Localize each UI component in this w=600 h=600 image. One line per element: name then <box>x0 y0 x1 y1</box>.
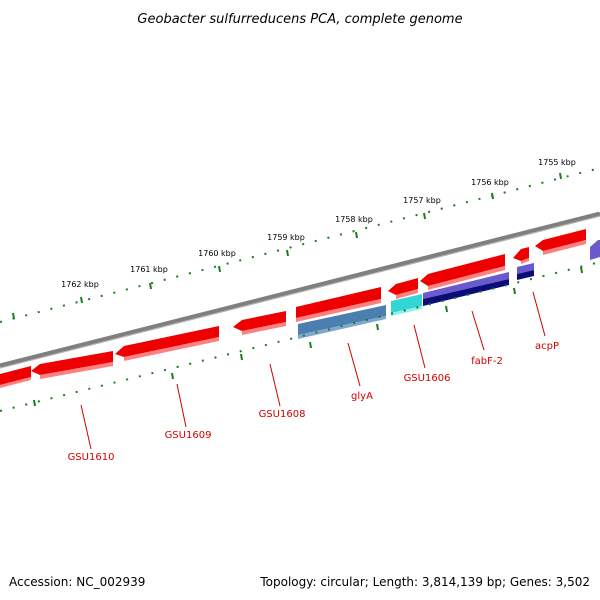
gene-arrow-gsu1608 <box>233 311 286 331</box>
gene-label-fabf2: fabF-2 <box>471 356 503 367</box>
gene-arrow-fabf2-top <box>420 254 505 286</box>
tick-1762b <box>80 296 83 304</box>
gene-labels: GSU1610 GSU1609 GSU1608 glyA GSU1606 fab… <box>68 341 559 463</box>
gene-arrow-small-red <box>513 247 529 261</box>
leader-glya <box>347 342 361 387</box>
gene-arrow-acpp <box>517 263 534 274</box>
gene-label-acpp: acpP <box>535 341 559 352</box>
gene-arrow-fabf2 <box>423 272 509 299</box>
gene-track <box>0 229 600 388</box>
kbp-label-1759: 1759 kbp <box>267 233 305 242</box>
gene-arrow-gsu1610 <box>31 351 113 375</box>
inner-tick-track <box>0 261 600 412</box>
gene-arrow-cyan <box>391 294 422 313</box>
kbp-label-1760: 1760 kbp <box>198 249 236 258</box>
inner-tick-1 <box>33 399 36 407</box>
accession-text: Accession: NC_002939 <box>9 575 145 589</box>
topology-text: Topology: circular; Length: 3,814,139 bp… <box>259 575 590 589</box>
gene-label-glya: glyA <box>351 391 373 402</box>
inner-tick-7 <box>513 287 516 295</box>
gene-label-gsu1608: GSU1608 <box>259 409 306 420</box>
tick-1758 <box>355 231 358 239</box>
kbp-label-1756: 1756 kbp <box>471 178 509 187</box>
inner-tick-6 <box>445 305 448 313</box>
kbp-label-1761: 1761 kbp <box>130 265 168 274</box>
gene-arrow-glya <box>298 305 386 335</box>
leader-gsu1606 <box>413 324 426 369</box>
gene-arrow-gsu1609 <box>115 326 219 357</box>
gene-arrow-a <box>296 287 381 318</box>
tick-1759 <box>286 249 289 257</box>
gene-arrow-gsu1610-left <box>0 366 31 385</box>
kbp-label-1762: 1762 kbp <box>61 280 99 289</box>
tick-1757 <box>423 212 426 220</box>
inner-tick-8 <box>580 266 583 274</box>
leader-gsu1609 <box>176 383 187 428</box>
leader-gsu1610 <box>80 404 92 450</box>
genome-backbone <box>0 211 600 369</box>
kbp-label-1757: 1757 kbp <box>403 196 441 205</box>
gene-label-gsu1606: GSU1606 <box>404 373 451 384</box>
gene-label-gsu1610: GSU1610 <box>68 452 115 463</box>
tick-1755 <box>559 172 562 180</box>
gene-arrow-gsu1606 <box>388 278 418 295</box>
gene-arrow-right-purple <box>590 240 600 260</box>
gene-label-gsu1609: GSU1609 <box>165 430 212 441</box>
map-title: Geobacter sulfurreducens PCA, complete g… <box>137 12 462 27</box>
inner-tick-4 <box>309 341 312 349</box>
tick-1761 <box>149 282 152 290</box>
kbp-label-1755: 1755 kbp <box>538 158 576 167</box>
leader-gsu1608 <box>269 363 281 407</box>
gene-leader-lines <box>80 291 546 450</box>
inner-tick-5 <box>376 323 379 331</box>
leader-fabf2 <box>471 310 485 351</box>
kbp-label-1758: 1758 kbp <box>335 215 373 224</box>
kbp-labels: 1762 kbp 1761 kbp 1760 kbp 1759 kbp 1758… <box>61 158 576 289</box>
tick-1760 <box>218 265 221 273</box>
gene-arrow-right-red <box>535 229 586 251</box>
inner-tick-3 <box>240 353 243 361</box>
leader-acpp <box>532 291 546 337</box>
outer-tick-track <box>0 167 600 323</box>
minor-ticks <box>0 167 600 323</box>
inner-tick-2 <box>171 372 174 380</box>
